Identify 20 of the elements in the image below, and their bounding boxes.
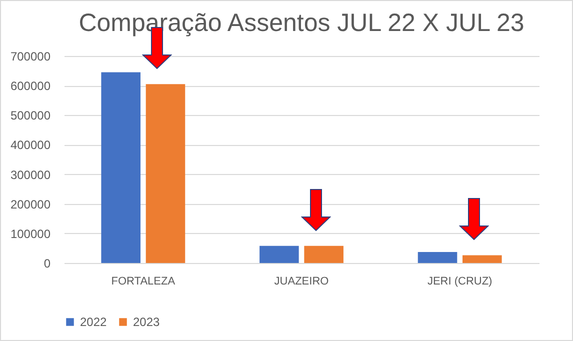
bar bbox=[418, 252, 458, 263]
y-tick-label: 0 bbox=[44, 256, 51, 270]
bar bbox=[101, 72, 140, 263]
bar bbox=[304, 246, 344, 263]
y-tick-label: 500000 bbox=[10, 108, 51, 123]
chart-title: Comparação Assentos JUL 22 X JUL 23 bbox=[78, 9, 524, 37]
x-tick-label: JERI (CRUZ) bbox=[427, 276, 492, 288]
y-tick-label: 600000 bbox=[10, 79, 51, 94]
x-tick-label: JUAZEIRO bbox=[274, 276, 330, 288]
x-tick-label: FORTALEZA bbox=[111, 276, 176, 288]
legend-label: 2022 bbox=[80, 315, 108, 329]
bar bbox=[260, 246, 299, 263]
legend-label: 2023 bbox=[133, 315, 160, 329]
y-tick-label: 700000 bbox=[10, 50, 51, 64]
y-tick-label: 400000 bbox=[10, 138, 51, 152]
bar bbox=[146, 84, 186, 263]
bar bbox=[462, 255, 502, 263]
y-tick-label: 200000 bbox=[10, 197, 51, 212]
y-tick-label: 300000 bbox=[10, 168, 51, 182]
y-tick-label: 100000 bbox=[10, 226, 51, 241]
